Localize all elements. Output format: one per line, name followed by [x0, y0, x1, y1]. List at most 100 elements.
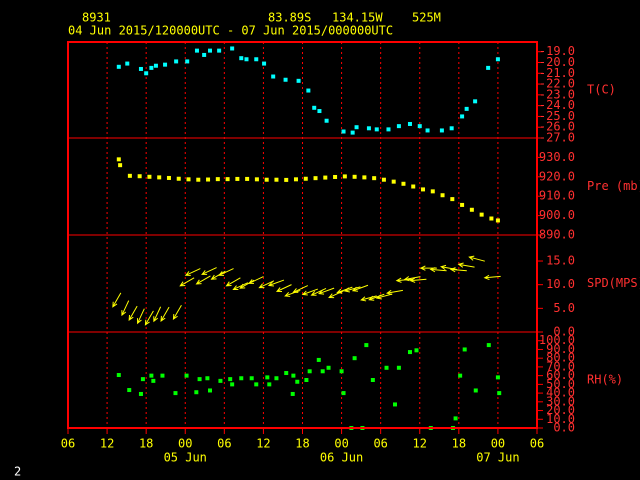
x-tick-label: 06 — [61, 437, 75, 451]
data-point — [295, 379, 300, 384]
data-point — [486, 343, 491, 348]
data-point — [284, 371, 289, 376]
data-point — [173, 391, 178, 396]
data-point — [401, 181, 406, 186]
wind-arrow — [201, 267, 217, 275]
data-point — [407, 121, 412, 126]
wind-arrow — [468, 255, 485, 262]
y-tick-label: -23.0 — [539, 87, 575, 101]
arrow-shape — [112, 292, 122, 308]
wind-arrow — [449, 267, 467, 273]
x-tick-label: 12 — [256, 437, 270, 451]
wind-arrow — [184, 268, 201, 276]
data-point — [473, 99, 478, 104]
wind-arrow — [368, 293, 385, 301]
data-point — [184, 373, 189, 378]
page-number: 2 — [14, 465, 21, 479]
data-point — [421, 187, 426, 192]
wind-arrow — [336, 286, 353, 294]
data-point — [384, 365, 389, 370]
longitude: 134.15W — [332, 11, 383, 25]
plot-frame — [67, 41, 538, 429]
data-point — [323, 175, 328, 180]
wind-arrow — [360, 295, 377, 302]
wind-arrow — [301, 288, 319, 296]
data-point — [333, 174, 338, 179]
data-point — [163, 62, 168, 67]
arrow-shape — [375, 293, 393, 300]
data-point — [144, 71, 149, 76]
y-axis-label: RH(%) — [587, 373, 623, 387]
data-point — [127, 388, 132, 393]
wind-arrow — [318, 287, 335, 295]
data-point — [342, 174, 347, 179]
data-point — [341, 391, 346, 396]
date-label: 06 Jun — [320, 451, 363, 465]
data-point — [249, 376, 254, 381]
wind-arrow — [409, 277, 427, 283]
data-point — [411, 184, 416, 189]
arrow-shape — [258, 280, 275, 289]
data-point — [217, 48, 222, 53]
data-point — [157, 175, 162, 180]
data-point — [215, 177, 220, 182]
wind-arrow — [343, 286, 361, 293]
arrow-shape — [179, 277, 195, 287]
data-point — [153, 63, 158, 68]
data-point — [116, 373, 121, 378]
latitude: 83.89S — [268, 11, 311, 25]
x-tick-label: 06 — [217, 437, 231, 451]
y-tick-label: 90.0 — [546, 342, 575, 356]
y-tick-label: 0.0 — [553, 421, 575, 435]
y-tick-label: -25.0 — [539, 109, 575, 123]
data-point — [166, 175, 171, 180]
y-tick-label: -21.0 — [539, 66, 575, 80]
wind-arrow — [258, 280, 275, 289]
data-point — [265, 375, 270, 380]
arrow-shape — [267, 279, 285, 287]
data-point — [186, 177, 191, 182]
arrow-shape — [184, 268, 201, 276]
date-label: 07 Jun — [476, 451, 519, 465]
data-point — [374, 127, 379, 132]
data-point — [245, 176, 250, 181]
data-point — [225, 177, 230, 182]
data-point — [453, 416, 458, 421]
y-tick-label: 910.0 — [539, 189, 575, 203]
data-point — [149, 373, 154, 378]
y-tick-label: 100.0 — [539, 333, 575, 347]
data-point — [381, 177, 386, 182]
data-point — [317, 109, 322, 114]
x-tick-label: 18 — [295, 437, 309, 451]
data-point — [116, 157, 121, 162]
data-point — [392, 402, 397, 407]
arrow-shape — [360, 295, 377, 302]
x-tick-label: 18 — [139, 437, 153, 451]
data-point — [176, 176, 181, 181]
data-point — [352, 356, 357, 361]
arrow-shape — [144, 310, 154, 326]
data-point — [458, 373, 463, 378]
data-point — [290, 391, 295, 396]
wind-arrow — [375, 293, 393, 300]
arrow-shape — [440, 264, 458, 271]
data-point — [462, 347, 467, 352]
y-tick-label: -20.0 — [539, 55, 575, 69]
y-tick-label: 900.0 — [539, 208, 575, 222]
arrow-shape — [195, 275, 211, 285]
data-point — [239, 56, 244, 61]
wind-arrow — [328, 290, 344, 299]
data-point — [386, 127, 391, 132]
y-tick-label: 40.0 — [546, 386, 575, 400]
x-tick-label: 00 — [178, 437, 192, 451]
y-tick-label: 930.0 — [539, 150, 575, 164]
arrow-shape — [328, 290, 344, 299]
wind-arrow — [385, 289, 403, 296]
data-point — [264, 177, 269, 182]
wind-arrow — [457, 262, 475, 268]
data-point — [469, 207, 474, 212]
data-point — [235, 176, 240, 181]
date-label: 05 Jun — [164, 451, 207, 465]
data-point — [284, 177, 289, 182]
